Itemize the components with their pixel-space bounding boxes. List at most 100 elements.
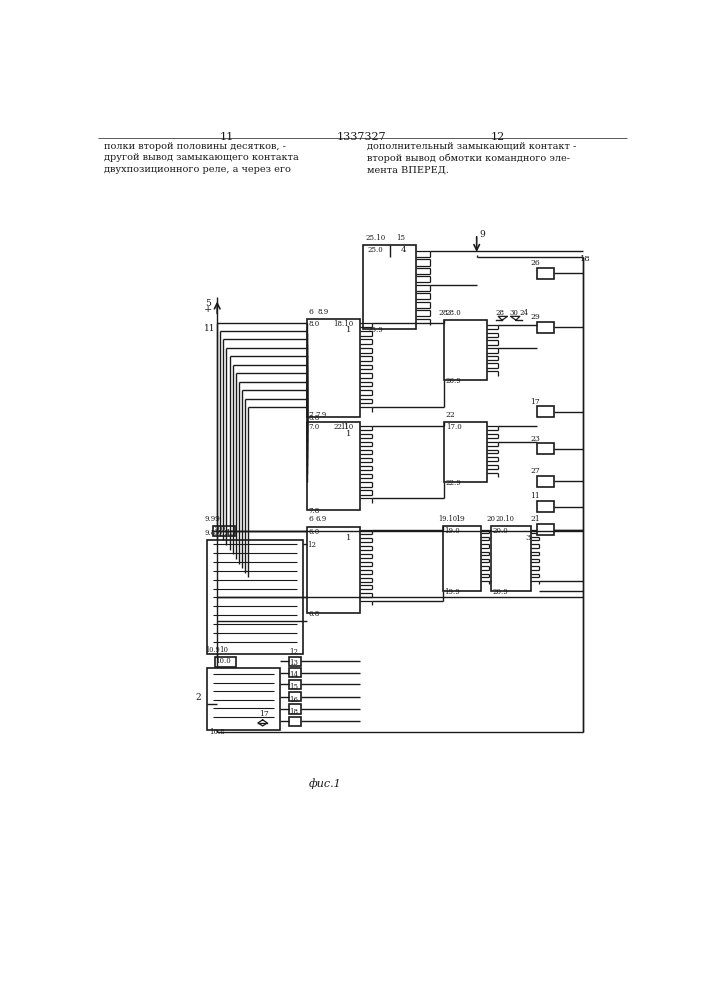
Text: 2: 2	[196, 693, 201, 702]
Text: 6: 6	[309, 515, 314, 523]
Text: 7.9: 7.9	[316, 411, 327, 419]
Text: 6.0: 6.0	[309, 528, 320, 536]
Text: 7.0: 7.0	[309, 423, 320, 431]
Bar	[207, 668, 281, 730]
Text: 12: 12	[491, 132, 506, 142]
Text: 26: 26	[530, 259, 540, 267]
Text: дополнительный замыкающий контакт -
второй вывод обмотки командного эле-
мента В: дополнительный замыкающий контакт - втор…	[368, 142, 577, 175]
Bar	[444, 422, 486, 482]
Text: 18.10: 18.10	[334, 320, 354, 328]
Text: 14: 14	[290, 671, 298, 679]
Bar	[537, 443, 554, 454]
Text: 9.9: 9.9	[204, 515, 216, 523]
Text: 24: 24	[520, 309, 529, 317]
Text: 7: 7	[309, 411, 314, 419]
Text: 19.10: 19.10	[438, 515, 457, 523]
Bar	[537, 406, 554, 417]
Bar	[491, 526, 532, 591]
Text: 22: 22	[446, 411, 455, 419]
Bar	[308, 527, 360, 613]
Text: 7.8: 7.8	[309, 507, 320, 515]
Text: 1337327: 1337327	[337, 132, 387, 142]
Text: 10.8: 10.8	[209, 728, 225, 736]
Text: 18: 18	[580, 255, 590, 263]
Text: 17.0: 17.0	[446, 423, 462, 431]
Text: 4: 4	[400, 246, 406, 254]
Text: 20.10: 20.10	[495, 515, 514, 523]
Text: 28: 28	[496, 309, 505, 317]
Bar	[288, 717, 301, 726]
Bar	[215, 657, 236, 667]
Bar	[288, 668, 301, 677]
Text: 29: 29	[530, 313, 540, 321]
Text: 1: 1	[346, 326, 351, 334]
Text: 28: 28	[438, 309, 448, 317]
Text: 13: 13	[290, 659, 298, 667]
Text: 26.9: 26.9	[446, 377, 462, 385]
Text: 10.9: 10.9	[206, 646, 221, 654]
Bar	[537, 501, 554, 512]
Text: 27: 27	[530, 467, 540, 475]
Text: 20.0: 20.0	[493, 527, 508, 535]
Text: 28.0: 28.0	[446, 309, 462, 317]
Text: 15: 15	[290, 683, 298, 691]
Text: 22.10: 22.10	[334, 423, 354, 431]
Text: 8.8: 8.8	[309, 414, 320, 422]
Text: 9.8: 9.8	[204, 529, 216, 537]
Bar	[288, 692, 301, 701]
Text: 9: 9	[479, 230, 485, 239]
Text: 1: 1	[346, 430, 351, 438]
Text: 6.9: 6.9	[316, 515, 327, 523]
Text: 5: 5	[206, 299, 211, 308]
Text: 17: 17	[530, 398, 540, 406]
Text: 10.9: 10.9	[214, 529, 229, 537]
Text: 19.0: 19.0	[444, 527, 460, 535]
Bar	[207, 540, 303, 654]
Text: 11: 11	[204, 324, 216, 333]
Bar	[288, 657, 301, 666]
Bar	[537, 322, 554, 333]
Text: 11: 11	[530, 492, 540, 500]
Bar	[288, 704, 301, 714]
Bar	[308, 422, 360, 510]
Text: 10: 10	[219, 646, 228, 654]
Text: 10: 10	[225, 529, 235, 537]
Text: 23: 23	[530, 435, 540, 443]
Text: 15: 15	[397, 234, 406, 242]
Text: 22.9: 22.9	[446, 479, 462, 487]
Text: 20: 20	[486, 515, 496, 523]
Text: 16: 16	[290, 696, 298, 704]
Text: 20.9: 20.9	[492, 588, 508, 596]
Bar	[443, 526, 481, 591]
Text: 11: 11	[340, 423, 349, 431]
Bar	[288, 680, 301, 689]
Text: 11: 11	[219, 132, 233, 142]
Bar	[537, 268, 554, 279]
Bar	[308, 319, 360, 417]
Text: 3: 3	[525, 534, 530, 542]
Bar	[363, 245, 416, 329]
Bar	[444, 320, 486, 380]
Text: 25.9: 25.9	[368, 326, 383, 334]
Bar	[537, 524, 554, 535]
Text: 8.9: 8.9	[317, 308, 329, 316]
Text: 19.9: 19.9	[444, 588, 460, 596]
Text: 10.0: 10.0	[216, 657, 231, 665]
Text: 18: 18	[290, 708, 298, 716]
Text: 19: 19	[455, 515, 465, 523]
Text: 8.0: 8.0	[309, 320, 320, 328]
Text: 6: 6	[309, 308, 314, 316]
Text: 9.0: 9.0	[215, 525, 226, 533]
Text: 25.10: 25.10	[366, 234, 386, 242]
Text: 9: 9	[215, 515, 220, 523]
Text: 25.0: 25.0	[368, 246, 383, 254]
Text: 6.8: 6.8	[309, 610, 320, 618]
Bar	[214, 526, 235, 536]
Text: 1: 1	[346, 534, 351, 542]
Text: 12: 12	[290, 648, 298, 656]
Text: полки второй половины десятков, -
другой вывод замыкающего контакта
двухпозицион: полки второй половины десятков, - другой…	[104, 142, 299, 174]
Text: 12: 12	[308, 541, 316, 549]
Text: 21: 21	[530, 515, 540, 523]
Text: 30: 30	[509, 309, 518, 317]
Bar	[537, 476, 554, 487]
